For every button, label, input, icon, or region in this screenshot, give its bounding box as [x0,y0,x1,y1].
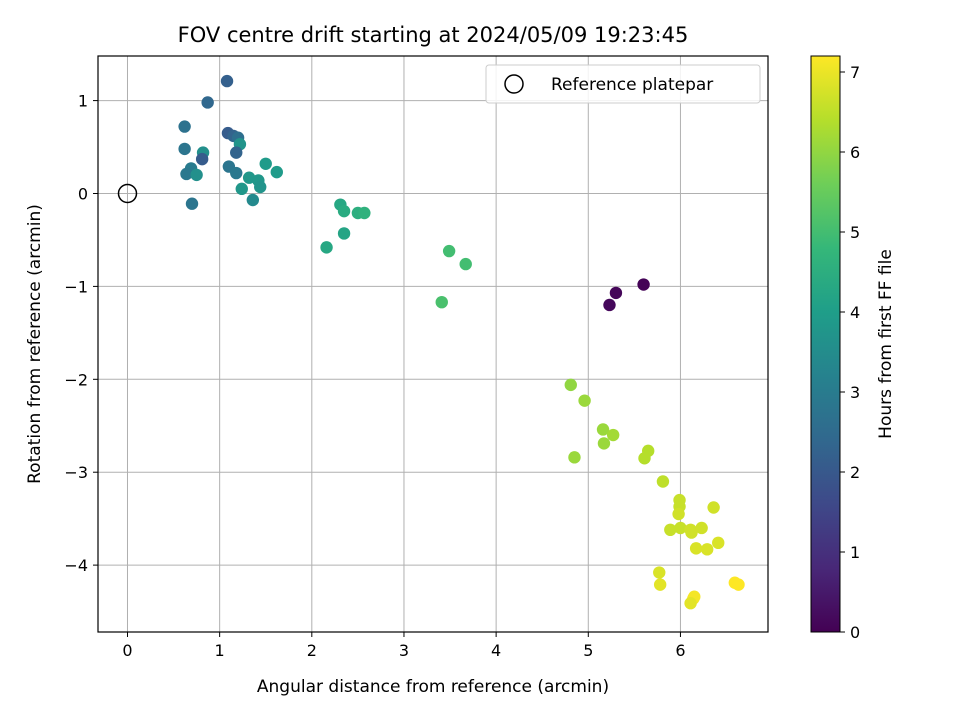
colorbar-tick-label: 5 [850,223,860,242]
data-point [358,206,371,220]
colorbar-tick-label: 3 [850,383,860,402]
plot-area: 0 1 2 3 4 5 6 1 0 −1 −2 −3 −4 [64,55,769,660]
colorbar-tick-label: 1 [850,543,860,562]
colorbar-tick-label: 4 [850,303,860,322]
legend-marker-icon [504,74,524,94]
data-point [596,423,610,436]
y-tick-label: −1 [64,277,88,296]
data-point [180,167,193,181]
y-axis-ticks: 1 0 −1 −2 −3 −4 [64,92,98,575]
data-point [712,536,725,550]
data-point [337,227,351,240]
data-point [606,428,620,442]
data-point [684,597,697,610]
plot-frame [97,55,769,633]
grid [98,56,768,632]
data-point [707,501,720,514]
y-tick-label: 0 [78,184,88,203]
data-point [178,142,191,156]
data-point [685,526,698,539]
data-point [235,182,248,196]
legend-box [485,64,761,104]
data-point [672,507,685,521]
colorbar: 0 1 2 3 4 5 6 7 Hours from first FF file [810,55,896,642]
data-point [637,278,650,291]
data-point [195,152,209,166]
data-point [185,197,199,210]
y-axis-label: Rotation from reference (arcmin) [25,204,45,484]
x-tick-label: 4 [491,641,501,660]
data-point [220,74,234,88]
y-tick-label: −3 [64,463,88,482]
colorbar-tick-label: 0 [850,623,860,642]
colorbar-tick-label: 6 [850,143,860,162]
data-point [270,165,283,179]
x-tick-label: 1 [215,641,225,660]
x-tick-label: 2 [307,641,317,660]
data-point [230,146,243,159]
data-point [337,204,351,218]
x-axis-label: Angular distance from reference (arcmin) [257,677,609,697]
data-point [190,168,203,182]
y-tick-label: 1 [78,92,88,111]
data-point [603,298,616,312]
x-axis-ticks: 0 1 2 3 4 5 6 [122,632,686,660]
colorbar-ticks: 0 1 2 3 4 5 6 7 [840,63,860,642]
data-point [695,521,708,535]
data-point [178,120,191,133]
data-point [578,394,591,407]
data-point [674,521,687,535]
data-points [178,74,745,610]
data-point [435,295,448,309]
data-point [320,241,333,254]
colorbar-tick-label: 7 [850,63,860,82]
data-point [653,566,666,579]
data-point [656,475,670,488]
colorbar-gradient [810,55,841,633]
legend: Reference platepar [485,64,761,104]
data-point [246,193,260,207]
reference-platepar-marker [117,183,138,204]
data-point [259,157,272,170]
data-point [230,166,243,180]
data-point [653,578,667,591]
x-tick-label: 3 [399,641,409,660]
data-point [254,180,267,194]
legend-entry-reference: Reference platepar [551,75,713,95]
data-point [459,257,472,271]
data-point [732,578,745,591]
chart-title: FOV centre drift starting at 2024/05/09 … [178,23,689,47]
data-point [638,452,651,465]
data-point [568,451,581,464]
data-point [564,378,577,392]
data-point [700,543,714,556]
data-point [664,523,677,537]
data-point [609,286,623,300]
data-point [597,437,611,450]
x-tick-label: 5 [583,641,593,660]
data-point [442,244,456,258]
y-tick-label: −4 [64,556,88,575]
colorbar-label: Hours from first FF file [876,249,896,439]
x-tick-label: 6 [675,641,685,660]
colorbar-tick-label: 2 [850,463,860,482]
x-tick-label: 0 [122,641,132,660]
y-tick-label: −2 [64,370,88,389]
data-point [201,96,214,109]
data-point [689,542,703,555]
